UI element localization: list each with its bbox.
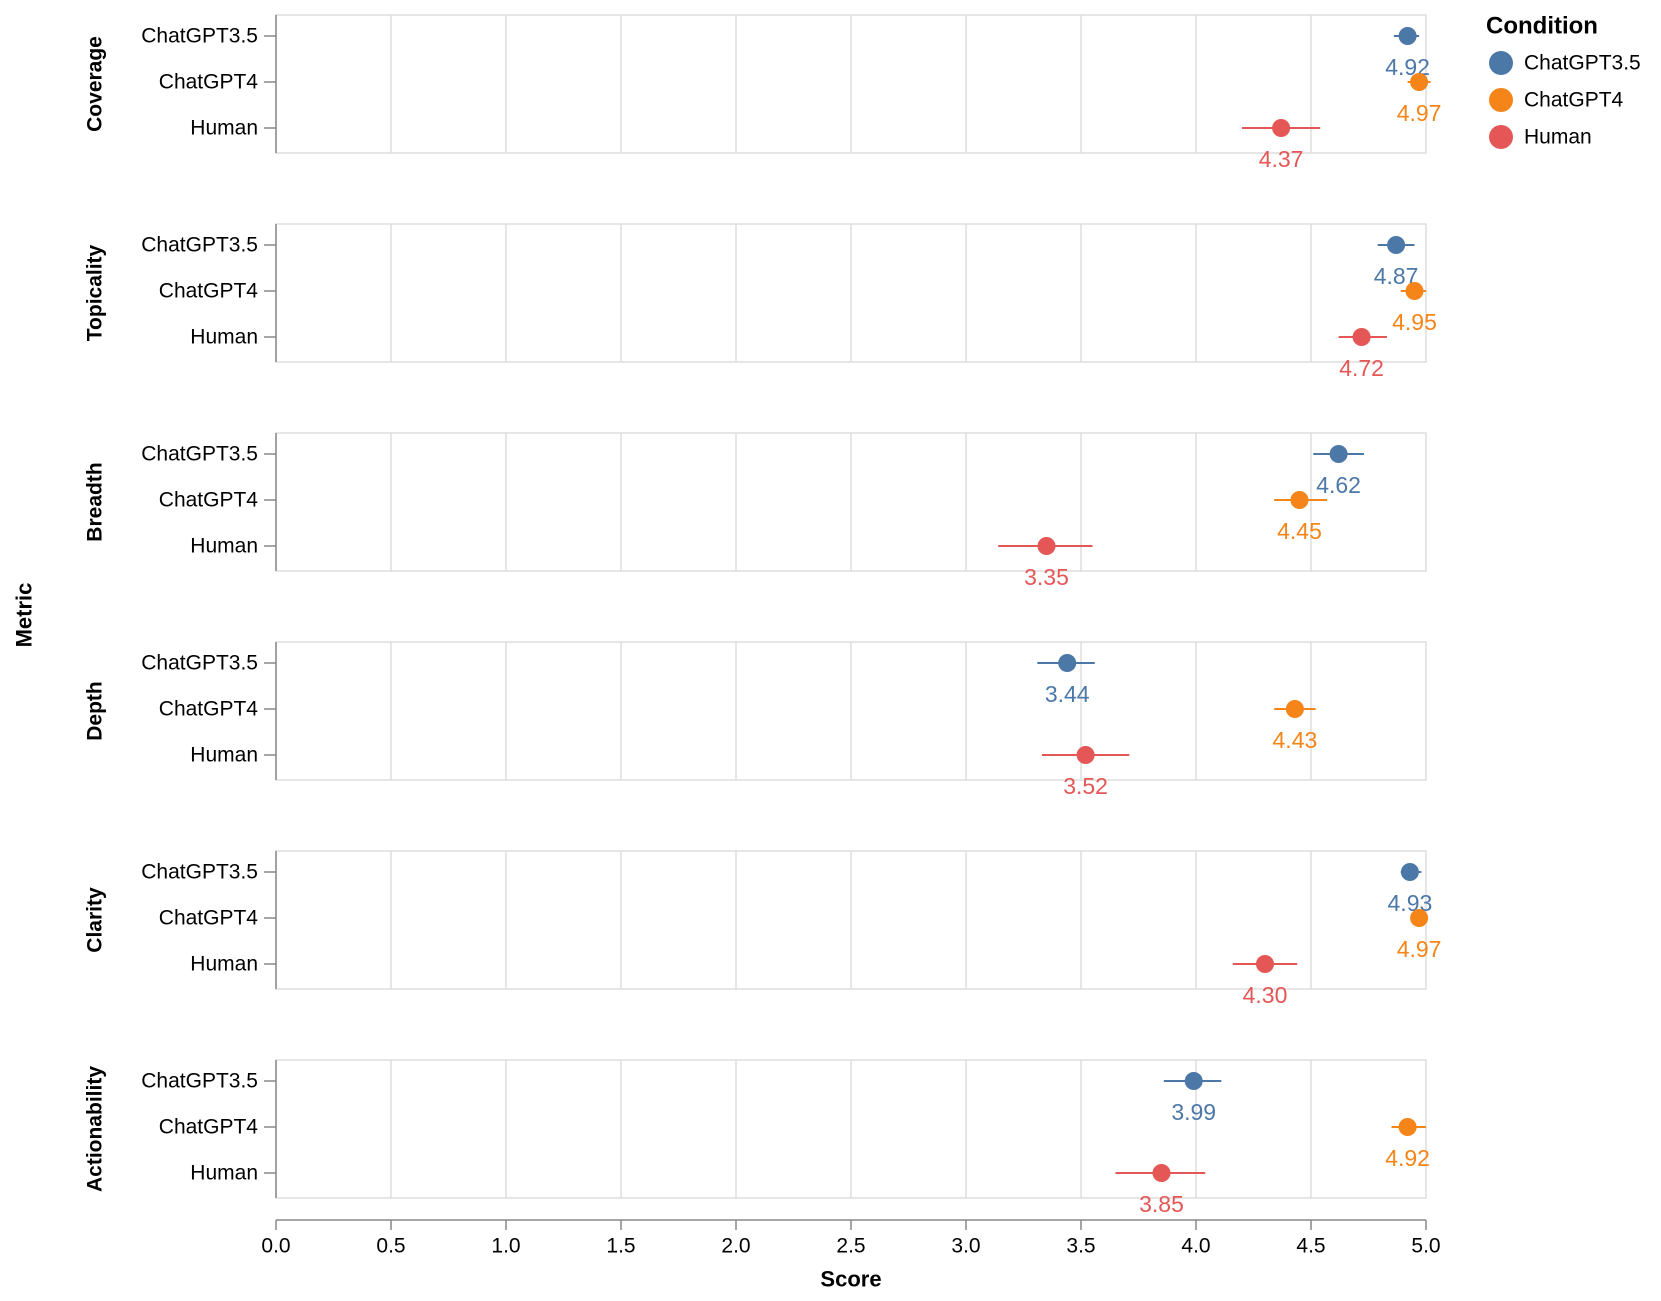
y-tick-label: ChatGPT4 bbox=[159, 698, 259, 721]
value-label-breadth-2: 3.35 bbox=[1024, 564, 1069, 590]
y-tick-label: Human bbox=[190, 326, 258, 349]
value-label-actionability-2: 3.85 bbox=[1139, 1191, 1184, 1217]
point-breadth-1 bbox=[1290, 491, 1309, 509]
y-tick-label: Human bbox=[190, 1162, 258, 1185]
value-label-coverage-1: 4.97 bbox=[1397, 100, 1442, 126]
point-topicality-1 bbox=[1405, 282, 1424, 300]
value-label-breadth-0: 4.62 bbox=[1316, 472, 1361, 498]
x-tick-label: 0.0 bbox=[261, 1235, 290, 1258]
point-breadth-0 bbox=[1329, 445, 1348, 463]
x-tick-label: 4.0 bbox=[1181, 1235, 1210, 1258]
y-tick-label: ChatGPT3.5 bbox=[141, 652, 258, 675]
point-coverage-2 bbox=[1272, 119, 1291, 137]
value-label-topicality-2: 4.72 bbox=[1339, 355, 1384, 381]
point-topicality-0 bbox=[1387, 236, 1406, 254]
legend-title: Condition bbox=[1486, 13, 1598, 40]
point-coverage-0 bbox=[1398, 27, 1417, 45]
value-label-clarity-2: 4.30 bbox=[1243, 982, 1288, 1008]
point-depth-0 bbox=[1058, 654, 1077, 672]
y-tick-label: Human bbox=[190, 535, 258, 558]
value-label-clarity-1: 4.97 bbox=[1397, 936, 1442, 962]
x-tick-label: 3.5 bbox=[1066, 1235, 1095, 1258]
facet-label-breadth: Breadth bbox=[84, 462, 107, 541]
value-label-topicality-1: 4.95 bbox=[1392, 309, 1437, 335]
y-tick-label: Human bbox=[190, 953, 258, 976]
legend-swatch-0 bbox=[1489, 51, 1513, 75]
legend-label-0: ChatGPT3.5 bbox=[1524, 52, 1641, 75]
value-label-depth-2: 3.52 bbox=[1063, 773, 1108, 799]
x-tick-label: 1.5 bbox=[606, 1235, 635, 1258]
y-axis-title: Metric bbox=[12, 583, 37, 648]
facet-label-depth: Depth bbox=[84, 681, 107, 741]
value-label-breadth-1: 4.45 bbox=[1277, 518, 1322, 544]
legend-label-1: ChatGPT4 bbox=[1524, 89, 1624, 112]
y-tick-label: ChatGPT3.5 bbox=[141, 861, 258, 884]
y-tick-label: ChatGPT3.5 bbox=[141, 1070, 258, 1093]
facet-label-actionability: Actionability bbox=[84, 1066, 107, 1192]
x-tick-label: 3.0 bbox=[951, 1235, 980, 1258]
point-actionability-2 bbox=[1152, 1164, 1171, 1182]
point-clarity-1 bbox=[1410, 909, 1429, 927]
point-actionability-1 bbox=[1398, 1118, 1417, 1136]
value-label-coverage-2: 4.37 bbox=[1259, 146, 1304, 172]
point-topicality-2 bbox=[1352, 328, 1371, 346]
y-tick-label: Human bbox=[190, 117, 258, 140]
point-breadth-2 bbox=[1037, 537, 1056, 555]
x-tick-label: 0.5 bbox=[376, 1235, 405, 1258]
x-tick-label: 2.0 bbox=[721, 1235, 750, 1258]
x-tick-label: 5.0 bbox=[1411, 1235, 1440, 1258]
point-coverage-1 bbox=[1410, 73, 1429, 91]
legend-swatch-2 bbox=[1489, 125, 1513, 149]
x-tick-label: 2.5 bbox=[836, 1235, 865, 1258]
facet-label-coverage: Coverage bbox=[84, 36, 107, 132]
value-label-depth-0: 3.44 bbox=[1045, 681, 1090, 707]
y-tick-label: Human bbox=[190, 744, 258, 767]
y-tick-label: ChatGPT4 bbox=[159, 489, 259, 512]
value-label-actionability-0: 3.99 bbox=[1171, 1099, 1216, 1125]
point-actionability-0 bbox=[1184, 1072, 1203, 1090]
y-tick-label: ChatGPT3.5 bbox=[141, 234, 258, 257]
facet-label-clarity: Clarity bbox=[84, 887, 107, 953]
y-tick-label: ChatGPT4 bbox=[159, 907, 259, 930]
point-clarity-0 bbox=[1400, 863, 1419, 881]
x-tick-label: 4.5 bbox=[1296, 1235, 1325, 1258]
point-clarity-2 bbox=[1256, 955, 1274, 973]
y-tick-label: ChatGPT4 bbox=[159, 280, 259, 303]
y-tick-label: ChatGPT3.5 bbox=[141, 443, 258, 466]
y-tick-label: ChatGPT4 bbox=[159, 1116, 259, 1139]
legend-swatch-1 bbox=[1489, 88, 1513, 112]
value-label-depth-1: 4.43 bbox=[1273, 727, 1318, 753]
y-tick-label: ChatGPT4 bbox=[159, 71, 259, 94]
value-label-actionability-1: 4.92 bbox=[1385, 1145, 1430, 1171]
x-axis-title: Score bbox=[820, 1267, 881, 1292]
point-depth-1 bbox=[1285, 700, 1304, 718]
point-depth-2 bbox=[1076, 746, 1095, 764]
y-tick-label: ChatGPT3.5 bbox=[141, 25, 258, 48]
legend-label-2: Human bbox=[1524, 126, 1592, 149]
x-tick-label: 1.0 bbox=[491, 1235, 520, 1258]
facet-label-topicality: Topicality bbox=[84, 244, 107, 341]
